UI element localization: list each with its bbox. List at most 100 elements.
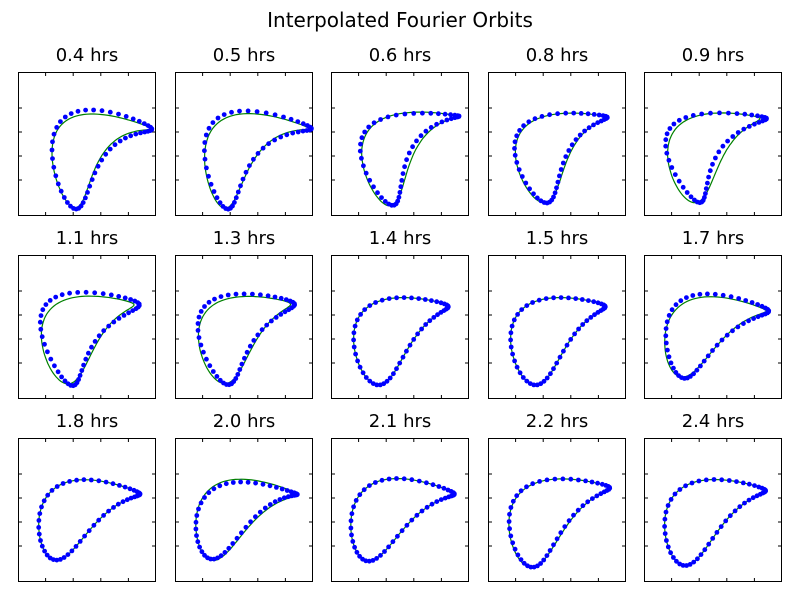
data-point bbox=[537, 479, 542, 484]
data-point bbox=[716, 149, 722, 155]
data-point bbox=[571, 110, 577, 116]
data-point bbox=[551, 542, 556, 548]
data-point bbox=[245, 479, 251, 485]
data-point bbox=[691, 559, 697, 565]
data-point bbox=[585, 111, 591, 117]
data-point bbox=[198, 500, 204, 506]
data-point bbox=[39, 504, 44, 510]
data-point bbox=[566, 518, 572, 524]
data-point bbox=[668, 550, 673, 556]
data-point bbox=[233, 195, 239, 201]
data-point bbox=[73, 544, 79, 549]
data-point bbox=[563, 110, 569, 116]
data-point bbox=[122, 295, 128, 301]
data-point bbox=[534, 195, 540, 201]
data-point bbox=[527, 381, 533, 386]
data-point bbox=[360, 370, 366, 376]
data-point bbox=[214, 374, 220, 379]
data-point bbox=[273, 315, 279, 320]
subplot-title: 0.9 hrs bbox=[681, 45, 745, 66]
data-point bbox=[664, 538, 669, 543]
data-point bbox=[92, 170, 98, 176]
data-point bbox=[673, 302, 679, 308]
data-point bbox=[512, 546, 518, 552]
data-point bbox=[281, 495, 287, 501]
subplot-axes bbox=[644, 438, 782, 582]
data-point bbox=[539, 114, 545, 119]
data-point bbox=[371, 120, 377, 126]
interpolated-curve bbox=[361, 111, 456, 207]
data-point bbox=[223, 481, 229, 487]
data-point bbox=[382, 199, 388, 204]
data-point bbox=[519, 307, 525, 312]
data-point bbox=[206, 490, 212, 496]
interpolated-curve bbox=[509, 297, 606, 386]
data-point bbox=[206, 173, 211, 179]
data-point bbox=[357, 364, 363, 370]
data-point bbox=[87, 183, 93, 189]
data-point bbox=[429, 298, 434, 303]
data-point bbox=[211, 486, 217, 492]
data-point bbox=[508, 337, 513, 343]
data-point bbox=[391, 371, 396, 377]
data-point bbox=[554, 536, 560, 542]
data-point bbox=[106, 323, 112, 329]
data-point bbox=[737, 504, 743, 510]
data-point bbox=[576, 477, 581, 483]
subplot-title: 0.8 hrs bbox=[525, 45, 589, 66]
data-point bbox=[278, 134, 284, 140]
data-point bbox=[666, 313, 672, 318]
data-point bbox=[689, 480, 695, 486]
data-point bbox=[357, 553, 362, 559]
data-point bbox=[718, 524, 724, 529]
data-point bbox=[512, 146, 517, 151]
data-point bbox=[354, 549, 360, 555]
data-point bbox=[77, 539, 83, 544]
data-point bbox=[589, 479, 595, 485]
data-point bbox=[400, 171, 406, 176]
data-point bbox=[230, 541, 236, 546]
data-point bbox=[514, 364, 520, 370]
data-point bbox=[427, 318, 433, 324]
data-point bbox=[516, 167, 522, 172]
data-point bbox=[728, 294, 734, 300]
data-point bbox=[554, 185, 559, 191]
data-point bbox=[561, 348, 566, 354]
axes-frame bbox=[644, 438, 782, 582]
data-point bbox=[741, 126, 747, 132]
data-point bbox=[434, 121, 439, 127]
data-point bbox=[226, 545, 232, 551]
data-point bbox=[530, 481, 536, 487]
data-point bbox=[86, 350, 91, 356]
data-point bbox=[397, 190, 403, 195]
data-point bbox=[506, 519, 512, 524]
data-point bbox=[749, 300, 755, 305]
data-point bbox=[558, 295, 564, 300]
data-point bbox=[705, 353, 711, 359]
data-point bbox=[89, 177, 95, 182]
data-point bbox=[65, 200, 70, 205]
data-point bbox=[300, 121, 306, 127]
data-point bbox=[663, 509, 669, 515]
data-point bbox=[575, 507, 581, 513]
data-point bbox=[508, 533, 514, 539]
data-point bbox=[101, 328, 107, 334]
data-point bbox=[690, 113, 696, 118]
data-point bbox=[81, 477, 87, 483]
data-point bbox=[434, 299, 440, 305]
data-point bbox=[300, 128, 306, 134]
data-point bbox=[89, 344, 94, 350]
data-point bbox=[123, 114, 129, 119]
data-point bbox=[411, 337, 417, 342]
data-point bbox=[116, 111, 121, 117]
data-point bbox=[740, 480, 746, 486]
data-point bbox=[444, 117, 450, 123]
data-point bbox=[734, 479, 739, 484]
interpolated-curve bbox=[204, 113, 310, 209]
data-point bbox=[59, 374, 64, 380]
data-point bbox=[355, 358, 360, 364]
data-point bbox=[414, 512, 420, 518]
data-point bbox=[684, 563, 689, 568]
data-point bbox=[36, 518, 42, 523]
